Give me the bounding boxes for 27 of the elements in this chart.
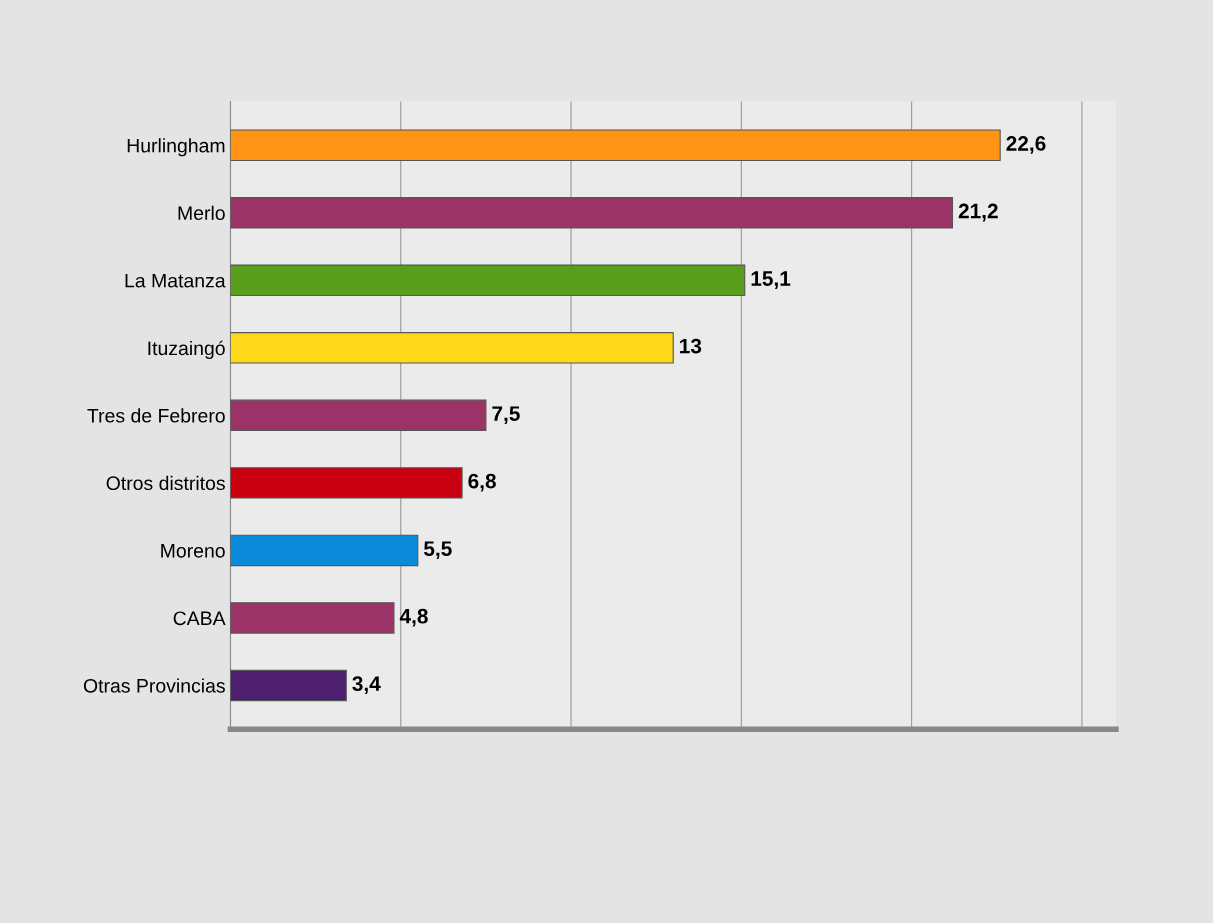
- bar: [230, 467, 463, 499]
- y-tick-label: Tres de Febrero: [87, 408, 225, 423]
- bar: [230, 399, 487, 432]
- data-label: 22,6: [1006, 136, 1046, 154]
- y-tick-label: Moreno: [161, 544, 225, 558]
- bar: [230, 332, 674, 364]
- data-label: 4,8: [399, 608, 428, 627]
- data-label: 5,5: [423, 541, 452, 560]
- bar: [230, 264, 746, 297]
- y-tick-label: Hurlingham: [127, 138, 225, 157]
- bar: [230, 197, 954, 229]
- y-tick-label: Ituzaingó: [148, 340, 225, 360]
- data-label: 7,5: [492, 406, 520, 424]
- y-tick-label: Otras Provincias: [83, 678, 225, 693]
- y-tick-label: Otros distritos: [106, 475, 225, 491]
- y-tick-label: La Matanza: [125, 273, 226, 288]
- bar: [230, 602, 395, 634]
- bar: [230, 669, 347, 702]
- bar: [230, 129, 1001, 162]
- data-label: 21,2: [958, 203, 998, 222]
- data-label: 13: [680, 338, 702, 354]
- data-label: 3,4: [352, 676, 381, 695]
- y-tick-label: CABA: [173, 611, 226, 626]
- data-label: 15,1: [751, 271, 791, 289]
- bar: [230, 534, 419, 567]
- data-label: 6,8: [468, 473, 496, 492]
- y-tick-label: Merlo: [178, 205, 225, 221]
